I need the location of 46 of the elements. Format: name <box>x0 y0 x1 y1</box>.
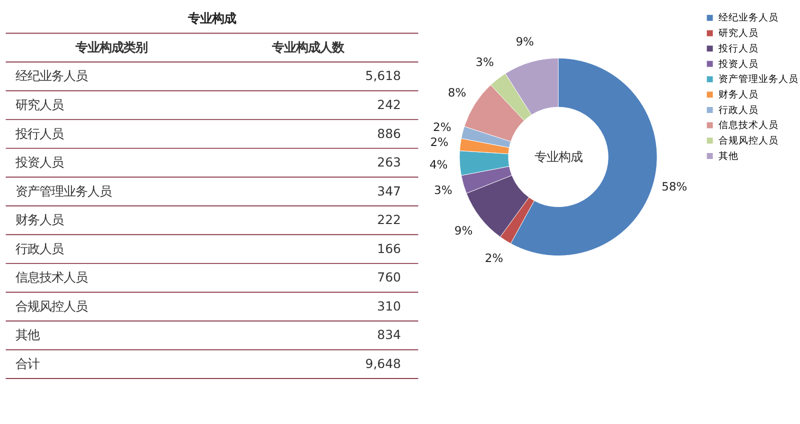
text: 834 <box>377 327 402 342</box>
data-label: 4% <box>429 157 448 172</box>
text: 信息技术人员 <box>15 270 88 285</box>
text: 专业构成 <box>534 148 582 164</box>
data-label: 2% <box>484 251 504 266</box>
legend-label: 资产管理业务人员 <box>718 73 798 86</box>
data-label: 3% <box>434 183 452 198</box>
data-label: 58% <box>662 180 688 194</box>
text: 行政人员 <box>15 240 64 256</box>
text: 专业构成人数 <box>270 39 345 54</box>
text: 5,618 <box>365 68 402 84</box>
legend-label: 研究人员 <box>718 27 758 40</box>
legend-label: 财务人员 <box>718 88 758 100</box>
text: 310 <box>377 298 402 314</box>
text: 9,648 <box>365 356 402 371</box>
legend-label: 投行人员 <box>717 42 758 54</box>
text: 166 <box>377 240 402 256</box>
text: 研究人员 <box>15 96 64 112</box>
text: 经纪业务人员 <box>15 68 88 84</box>
text: 财务人员 <box>15 212 64 228</box>
data-label: 3% <box>476 55 494 70</box>
text: 其他 <box>15 327 40 342</box>
text: 242 <box>377 96 401 112</box>
legend-label: 行政人员 <box>718 104 758 116</box>
data-label: 2% <box>433 120 452 134</box>
data-label: 2% <box>430 134 449 149</box>
text: 886 <box>377 126 402 141</box>
data-label: 8% <box>448 86 466 100</box>
text: 专业构成 <box>186 10 236 26</box>
text: 347 <box>377 183 401 198</box>
text: 合计 <box>15 356 40 371</box>
legend-label: 投资人员 <box>717 58 758 70</box>
legend-label: 合规风控人员 <box>718 134 778 147</box>
data-label: 9% <box>516 34 534 49</box>
legend-label: 其他 <box>718 150 738 162</box>
data-label: 9% <box>454 223 473 238</box>
text: 263 <box>377 154 401 170</box>
text: 资产管理业务人员 <box>15 183 112 198</box>
text: 760 <box>377 270 402 285</box>
text: 222 <box>377 212 401 228</box>
legend-label: 信息技术人员 <box>718 119 778 132</box>
legend-label: 经纪业务人员 <box>718 12 778 24</box>
text: 专业构成类别 <box>74 39 148 54</box>
text: 投行人员 <box>14 126 64 141</box>
text: 投资人员 <box>14 154 64 170</box>
text: 合规风控人员 <box>15 298 88 314</box>
